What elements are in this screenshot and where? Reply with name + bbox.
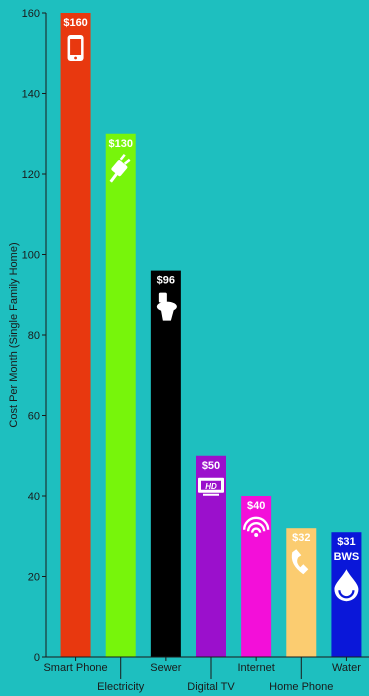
bar: [150, 270, 181, 657]
x-tick-label: Water: [332, 662, 361, 674]
water-drop-icon: [334, 569, 359, 602]
bar: [286, 528, 317, 657]
y-axis: 0 20 40 60 80 100 120 140 160: [22, 8, 47, 664]
x-tick-label: Sewer: [150, 662, 182, 674]
svg-text:HD: HD: [205, 482, 217, 491]
y-tick-label: 80: [28, 330, 40, 342]
bar-value-label: $32: [292, 532, 310, 544]
y-tick-label: 100: [22, 250, 40, 262]
y-tick-label: 160: [22, 8, 40, 20]
wifi-icon: [242, 516, 270, 537]
bar-value-label: $50: [202, 460, 220, 472]
y-tick-label: 40: [28, 491, 40, 503]
bar-value-label: $160: [63, 17, 87, 29]
x-tick-label: Digital TV: [187, 681, 235, 693]
bar: [60, 13, 91, 657]
smartphone-icon: [67, 35, 84, 61]
y-tick-label: 20: [28, 572, 40, 584]
bar: [241, 496, 272, 657]
y-axis-title: Cost Per Month (Single Family Home): [8, 242, 20, 427]
phone-icon: [291, 549, 309, 575]
bar: [105, 133, 136, 657]
bars: $160 $130 $96 $50 HD $40 $32 $31 BWS: [60, 13, 362, 657]
bar-value-label: $40: [247, 500, 265, 512]
x-tick-label: Home Phone: [269, 681, 333, 693]
y-tick-label: 0: [34, 652, 40, 664]
x-tick-label: Electricity: [97, 681, 145, 693]
toilet-icon: [156, 292, 177, 321]
bar-value-label: $130: [108, 138, 132, 150]
x-tick-label: Smart Phone: [43, 662, 107, 674]
bar-value-label: $96: [157, 275, 175, 287]
y-tick-label: 120: [22, 169, 40, 181]
y-tick-label: 60: [28, 411, 40, 423]
hd-tv-icon: HD: [198, 477, 224, 496]
bar-value-label: $31: [337, 536, 355, 548]
plug-icon: [109, 153, 131, 183]
bar-extra-label: BWS: [334, 551, 360, 563]
x-axis: Smart Phone Electricity Sewer Digital TVInt…: [43, 656, 369, 693]
x-tick-label: Internet: [237, 662, 274, 674]
y-tick-label: 140: [22, 89, 40, 101]
